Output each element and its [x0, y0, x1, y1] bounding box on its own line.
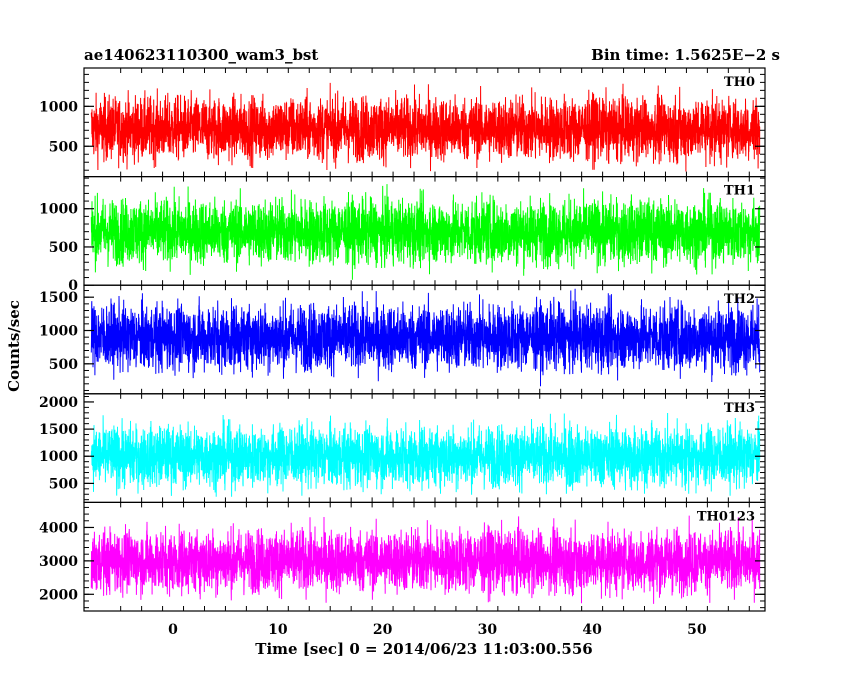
bin-time-label: Bin time: 1.5625E−2 s [591, 46, 780, 64]
y-tick-label: 500 [49, 139, 78, 155]
y-tick-label: 1000 [39, 99, 78, 115]
panel-label-th0123: TH0123 [697, 509, 755, 524]
panel-label-th3: TH3 [724, 401, 755, 416]
panels-group: 500 1000 TH0 0 500 1000 TH1 500 1000 1500 TH2 500 10… [39, 67, 766, 612]
panel-label-th2: TH2 [724, 292, 755, 307]
series-line-th0 [90, 82, 761, 172]
y-tick-label: 1500 [39, 422, 78, 438]
panel-th0: 500 1000 TH0 [39, 67, 766, 178]
y-axis-title: Counts/sec [5, 300, 23, 392]
y-tick-label: 4000 [39, 520, 78, 536]
y-tick-label: 1000 [39, 324, 78, 340]
y-tick-label: 500 [49, 476, 78, 492]
panel-label-th1: TH1 [724, 184, 755, 199]
x-tick-label: 40 [582, 622, 602, 638]
series-line-th2 [90, 288, 761, 387]
x-tick-label: 20 [373, 622, 393, 638]
panel-th3: 500 1000 1500 2000 TH3 [39, 393, 766, 503]
panel-th1: 0 500 1000 TH1 [39, 176, 766, 294]
x-tick-label: 50 [687, 622, 707, 638]
y-tick-label: 3000 [39, 554, 78, 570]
y-tick-label: 2000 [39, 395, 78, 411]
panel-frame [83, 501, 766, 612]
y-tick-label: 500 [49, 240, 78, 256]
x-axis: 0 10 20 30 40 50 [168, 622, 707, 638]
panel-th2: 500 1000 1500 TH2 [39, 284, 766, 395]
y-tick-label: 1000 [39, 202, 78, 218]
chart-title: ae140623110300_wam3_bst [84, 46, 318, 64]
x-tick-label: 0 [168, 622, 178, 638]
x-tick-label: 10 [268, 622, 288, 638]
y-tick-label: 500 [49, 357, 78, 373]
x-axis-title: Time [sec] 0 = 2014/06/23 11:03:00.556 [255, 640, 592, 658]
y-tick-label: 1000 [39, 449, 78, 465]
series-line-th1 [90, 184, 761, 280]
x-tick-label: 30 [478, 622, 498, 638]
panel-th0123: 2000 3000 4000 TH0123 [39, 501, 766, 612]
y-tick-label: 1500 [39, 290, 78, 306]
series-line-th3 [90, 412, 761, 497]
y-tick-label: 0 [68, 278, 78, 294]
y-tick-label: 2000 [39, 587, 78, 603]
panel-label-th0: TH0 [724, 75, 755, 90]
series-line-th0123 [90, 515, 761, 604]
